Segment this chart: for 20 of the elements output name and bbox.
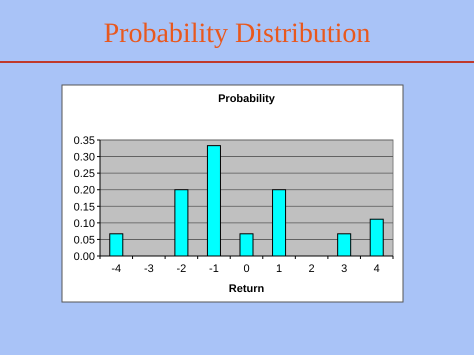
x-tick-label: 2 xyxy=(308,263,315,275)
chart-title: Probability Distribution xyxy=(104,18,370,49)
x-tick-label: -2 xyxy=(176,263,186,275)
x-tick-label: -1 xyxy=(209,263,219,275)
x-tick-label: 3 xyxy=(341,263,348,275)
y-tick-label: 0.10 xyxy=(74,218,95,230)
y-tick-label: 0.35 xyxy=(74,135,95,147)
x-tick-label: 0 xyxy=(243,263,250,275)
y-tick-label: 0.30 xyxy=(74,152,95,164)
y-tick-label: 0.15 xyxy=(74,201,95,214)
y-tick-label: 0.00 xyxy=(74,251,95,263)
y-tick-label: 0.25 xyxy=(74,168,95,180)
y-tick-label: 0.05 xyxy=(74,234,95,246)
x-tick-label: -3 xyxy=(144,263,154,275)
x-tick-label: -4 xyxy=(111,263,122,275)
x-tick-label: 4 xyxy=(374,263,380,275)
x-tick-label: 1 xyxy=(276,263,282,275)
chart-subtitle: Probability xyxy=(218,93,276,105)
x-axis-title: Return xyxy=(228,283,264,295)
y-tick-label: 0.20 xyxy=(74,184,95,197)
